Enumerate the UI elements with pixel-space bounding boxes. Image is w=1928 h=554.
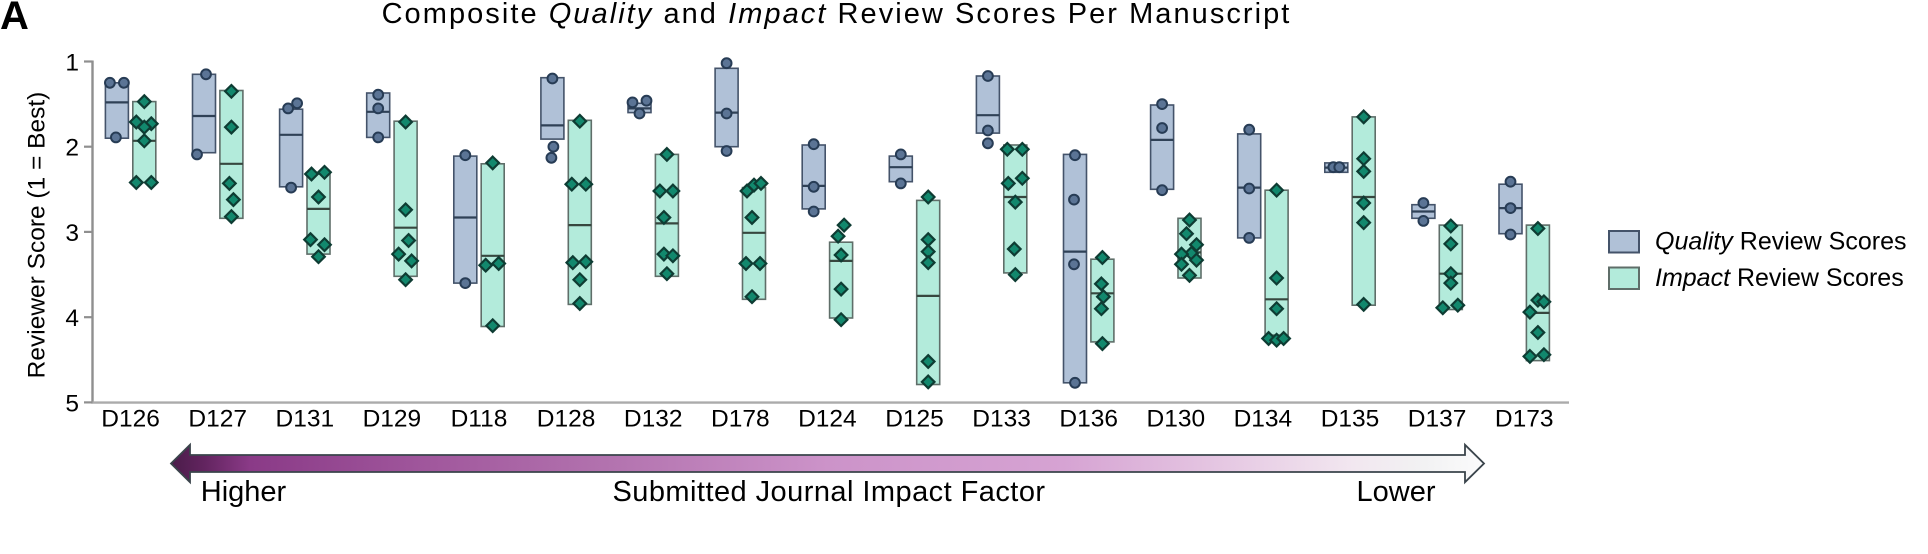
svg-text:Quality Review Scores: Quality Review Scores — [1655, 228, 1906, 256]
svg-text:D134: D134 — [1234, 406, 1293, 433]
svg-text:D131: D131 — [276, 406, 335, 433]
svg-text:3: 3 — [65, 220, 79, 247]
svg-text:D130: D130 — [1147, 406, 1206, 433]
svg-text:A: A — [0, 0, 29, 38]
svg-text:Composite Quality and Impact R: Composite Quality and Impact Review Scor… — [382, 0, 1292, 30]
svg-text:1: 1 — [65, 50, 79, 77]
svg-text:Submitted Journal Impact Facto: Submitted Journal Impact Factor — [612, 476, 1045, 508]
svg-text:D118: D118 — [451, 406, 508, 433]
svg-text:D127: D127 — [188, 406, 247, 433]
svg-text:D126: D126 — [101, 406, 160, 433]
svg-text:D173: D173 — [1495, 406, 1554, 433]
svg-text:D132: D132 — [624, 406, 683, 433]
svg-text:D128: D128 — [537, 406, 596, 433]
svg-text:Impact Review Scores: Impact Review Scores — [1655, 264, 1904, 292]
svg-text:4: 4 — [65, 305, 79, 332]
svg-text:D137: D137 — [1408, 406, 1467, 433]
svg-text:Lower: Lower — [1357, 476, 1436, 508]
svg-text:2: 2 — [65, 135, 79, 162]
svg-text:D135: D135 — [1321, 406, 1380, 433]
svg-text:D125: D125 — [885, 406, 944, 433]
svg-text:D136: D136 — [1059, 406, 1118, 433]
svg-text:5: 5 — [65, 390, 79, 417]
svg-text:D124: D124 — [798, 406, 857, 433]
svg-text:Reviewer Score (1 = Best): Reviewer Score (1 = Best) — [24, 92, 51, 379]
svg-text:D129: D129 — [363, 406, 422, 433]
svg-text:Higher: Higher — [201, 476, 287, 508]
svg-text:D133: D133 — [972, 406, 1031, 433]
svg-text:D178: D178 — [711, 406, 770, 433]
